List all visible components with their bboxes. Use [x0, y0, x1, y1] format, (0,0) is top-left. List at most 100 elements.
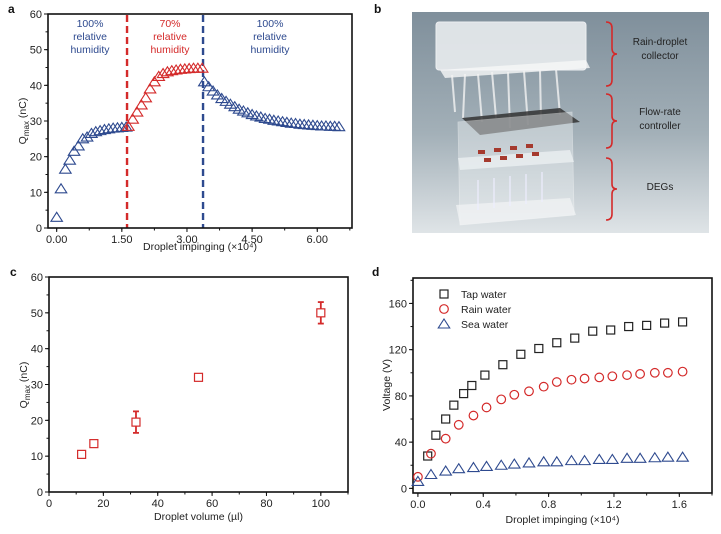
x-tick-label: 0 — [46, 498, 52, 510]
data-point — [119, 121, 133, 132]
data-point — [607, 371, 618, 382]
data-point — [130, 106, 144, 117]
y-tick-label: 20 — [30, 152, 42, 164]
series-sea-water — [411, 451, 690, 486]
series-70-rh — [121, 62, 209, 131]
humidity-annotation: humidity — [70, 44, 110, 56]
y-tick-label: 30 — [30, 116, 42, 128]
data-point — [551, 377, 562, 387]
x-axis-label: Droplet impinging (×10⁴) — [506, 514, 620, 526]
y-tick-label: 0 — [37, 487, 43, 499]
humidity-annotation: humidity — [150, 44, 190, 56]
data-point — [267, 114, 281, 125]
humidity-annotation: 70% — [159, 18, 180, 30]
data-point — [538, 381, 549, 392]
data-point — [550, 455, 564, 467]
data-point — [642, 320, 652, 330]
data-point — [62, 154, 77, 165]
data-point — [440, 433, 451, 444]
data-point — [156, 67, 170, 79]
data-point — [660, 318, 670, 328]
photo-label: DEGs — [647, 182, 674, 193]
photo-label: controller — [639, 121, 681, 132]
data-point — [449, 400, 459, 410]
data-point — [89, 439, 99, 449]
x-tick-label: 100 — [312, 498, 330, 510]
y-axis-label: Voltage (V) — [381, 359, 393, 411]
plot-frame — [412, 277, 713, 494]
data-point — [509, 389, 520, 400]
data-point — [275, 115, 290, 127]
data-point — [566, 374, 577, 385]
data-point — [592, 453, 607, 465]
data-point — [84, 127, 99, 139]
bracket-group — [605, 21, 618, 221]
data-point — [80, 131, 94, 142]
y-label-sub: max — [23, 385, 32, 400]
data-point — [411, 475, 425, 486]
data-point — [588, 326, 598, 336]
chart-d: 0.0 0.4 0.8 1.2 1.6 0 40 80 120 160 Droplet imping… — [381, 277, 713, 526]
y-tick-label: 40 — [30, 80, 42, 92]
data-point — [332, 120, 346, 132]
data-point — [675, 451, 690, 462]
data-point — [661, 451, 675, 462]
data-point — [516, 349, 526, 359]
legend: Tap water Rain water Sea water — [437, 289, 512, 331]
data-point — [496, 394, 507, 405]
data-point — [481, 402, 492, 413]
data-point — [466, 461, 481, 473]
data-point — [552, 338, 562, 348]
legend-label: Sea water — [461, 319, 509, 331]
y-axis-label: Qmax (nC) — [18, 362, 32, 409]
data-point — [594, 372, 605, 383]
y-tick-label: 60 — [30, 9, 42, 21]
photo-panel-b: Rain-droplet collector Flow-rate controller… — [412, 12, 709, 233]
panel-label-a: a — [8, 2, 15, 16]
y-label-sub: max — [22, 121, 31, 136]
y-tick-label: 120 — [389, 345, 407, 357]
data-point — [624, 321, 634, 332]
data-point — [534, 343, 544, 354]
legend-label: Tap water — [461, 289, 507, 301]
humidity-annotation: relative — [253, 31, 287, 43]
data-point — [58, 163, 73, 174]
data-point — [648, 451, 662, 463]
y-tick-label: 30 — [31, 380, 43, 392]
x-tick-label: 0.4 — [476, 499, 491, 511]
legend-label: Rain water — [461, 304, 512, 316]
data-point — [480, 370, 490, 380]
data-point — [206, 85, 220, 96]
data-point — [193, 372, 204, 382]
data-point — [147, 75, 162, 87]
data-point — [67, 145, 81, 156]
data-point — [169, 63, 183, 75]
y-label-main: Q — [17, 136, 29, 144]
data-point — [210, 88, 225, 100]
data-point — [451, 462, 466, 474]
photo-label: Rain-droplet — [633, 37, 688, 48]
photo-label: collector — [641, 51, 679, 62]
data-point — [524, 386, 534, 397]
data-point — [195, 62, 209, 73]
data-point — [131, 417, 141, 427]
data-point — [125, 113, 140, 124]
data-point — [459, 388, 469, 399]
x-tick-label: 20 — [97, 498, 109, 510]
data-point — [138, 91, 153, 103]
data-point — [579, 373, 590, 384]
data-point — [143, 82, 157, 94]
y-tick-label: 160 — [389, 298, 407, 310]
bracket-controller — [605, 93, 618, 149]
data-point — [197, 75, 212, 87]
y-label-main: Q — [18, 400, 30, 408]
data-point — [71, 139, 86, 151]
x-tick-label: 60 — [206, 498, 218, 510]
data-point — [441, 414, 451, 424]
x-tick-label: 0.8 — [541, 499, 556, 511]
x-tick-label: 1.6 — [672, 499, 687, 511]
data-point — [89, 125, 103, 137]
data-point — [121, 120, 136, 131]
photo-label: Flow-rate — [639, 107, 681, 118]
